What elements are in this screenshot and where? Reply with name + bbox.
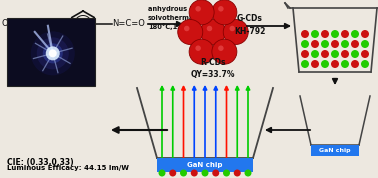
Circle shape xyxy=(195,45,201,51)
Bar xyxy=(157,158,253,172)
Circle shape xyxy=(331,40,339,48)
Circle shape xyxy=(311,50,319,58)
Circle shape xyxy=(321,40,329,48)
Circle shape xyxy=(321,30,329,38)
Circle shape xyxy=(351,40,359,48)
Circle shape xyxy=(218,6,224,12)
Circle shape xyxy=(191,169,198,177)
Circle shape xyxy=(361,50,369,58)
Circle shape xyxy=(331,60,339,68)
Circle shape xyxy=(341,60,349,68)
Circle shape xyxy=(189,39,214,64)
Circle shape xyxy=(229,26,235,31)
Circle shape xyxy=(301,60,309,68)
Circle shape xyxy=(207,26,212,31)
Circle shape xyxy=(200,20,226,44)
Circle shape xyxy=(311,40,319,48)
Circle shape xyxy=(301,50,309,58)
Circle shape xyxy=(46,46,60,60)
Circle shape xyxy=(351,30,359,38)
Circle shape xyxy=(49,49,57,57)
Circle shape xyxy=(351,60,359,68)
Circle shape xyxy=(331,50,339,58)
Circle shape xyxy=(311,30,319,38)
Circle shape xyxy=(180,169,187,177)
Circle shape xyxy=(341,40,349,48)
Circle shape xyxy=(341,30,349,38)
Text: GaN chip: GaN chip xyxy=(187,162,223,168)
Circle shape xyxy=(341,50,349,58)
Circle shape xyxy=(218,45,224,51)
Text: anhydrous DMF
solvothermal
180°C,12h: anhydrous DMF solvothermal 180°C,12h xyxy=(148,6,206,30)
Circle shape xyxy=(301,40,309,48)
Circle shape xyxy=(331,30,339,38)
Text: Luminous Efficacy: 44.15 lm/W: Luminous Efficacy: 44.15 lm/W xyxy=(7,165,129,171)
Text: GaN chip: GaN chip xyxy=(319,148,351,153)
Circle shape xyxy=(43,43,63,63)
Circle shape xyxy=(178,20,203,44)
Text: N=C=O: N=C=O xyxy=(112,20,145,28)
Circle shape xyxy=(361,40,369,48)
Circle shape xyxy=(321,50,329,58)
Circle shape xyxy=(212,0,237,25)
Circle shape xyxy=(169,169,176,177)
Circle shape xyxy=(223,169,230,177)
Circle shape xyxy=(31,31,75,75)
Text: R-CDs
QY=33.7%: R-CDs QY=33.7% xyxy=(191,58,235,79)
Circle shape xyxy=(184,26,189,31)
Circle shape xyxy=(201,169,209,177)
Circle shape xyxy=(212,169,219,177)
Circle shape xyxy=(37,37,69,69)
Circle shape xyxy=(321,60,329,68)
Circle shape xyxy=(223,20,248,44)
Circle shape xyxy=(361,30,369,38)
Circle shape xyxy=(245,169,251,177)
Circle shape xyxy=(212,39,237,64)
Text: CIE: (0.33,0.33): CIE: (0.33,0.33) xyxy=(7,158,74,167)
Bar xyxy=(7,18,95,86)
Bar xyxy=(311,145,359,156)
Circle shape xyxy=(158,169,166,177)
Text: G-CDs
KH-792: G-CDs KH-792 xyxy=(234,14,266,35)
Circle shape xyxy=(195,6,201,12)
Circle shape xyxy=(189,0,214,25)
Circle shape xyxy=(351,50,359,58)
Circle shape xyxy=(361,60,369,68)
Circle shape xyxy=(301,30,309,38)
Circle shape xyxy=(311,60,319,68)
Circle shape xyxy=(234,169,241,177)
Text: O=C=N: O=C=N xyxy=(2,20,35,28)
